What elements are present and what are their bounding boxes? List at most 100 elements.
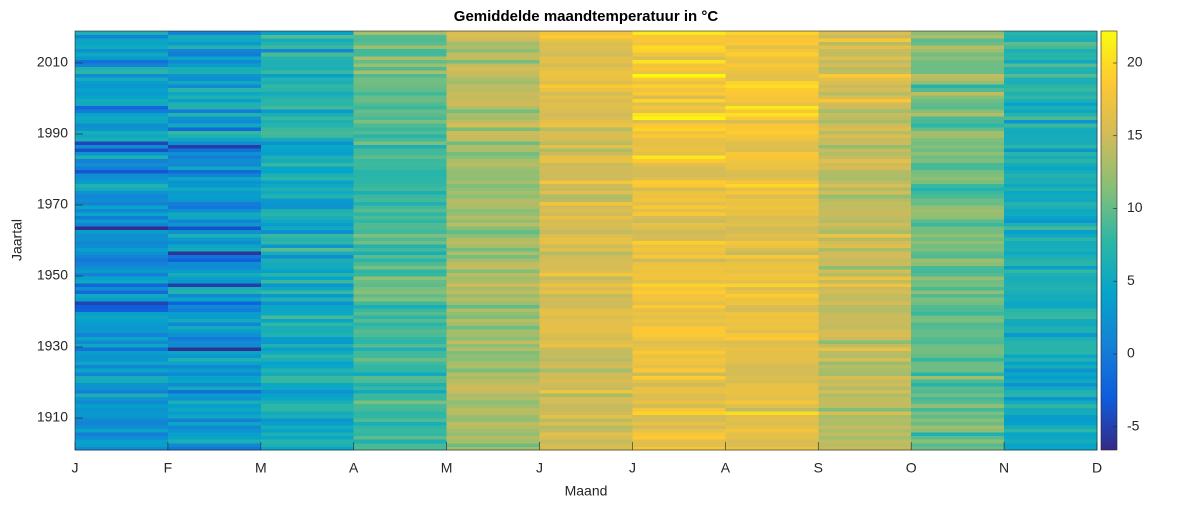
- heatmap-cell: [1004, 109, 1098, 114]
- heatmap-cell: [1004, 98, 1098, 103]
- heatmap-cell: [260, 116, 355, 121]
- heatmap-cell: [353, 229, 448, 234]
- heatmap-cell: [818, 276, 912, 280]
- heatmap-cell: [167, 52, 262, 57]
- heatmap-cell: [167, 162, 262, 167]
- heatmap-cell: [1004, 350, 1098, 355]
- heatmap-cell: [911, 290, 1005, 295]
- heatmap-cell: [1004, 48, 1098, 53]
- heatmap-cell: [632, 52, 726, 57]
- heatmap-cell: [353, 148, 448, 153]
- heatmap-cell: [818, 318, 912, 323]
- heatmap-cell: [260, 400, 355, 405]
- heatmap-cell: [539, 325, 633, 330]
- heatmap-cell: [1004, 41, 1098, 46]
- heatmap-cell: [632, 162, 726, 167]
- heatmap-cell: [1004, 180, 1098, 185]
- heatmap-cell: [539, 368, 633, 373]
- heatmap-cell: [818, 130, 912, 135]
- heatmap-cell: [632, 133, 726, 138]
- heatmap-cell: [446, 137, 540, 142]
- heatmap-cell: [539, 414, 633, 419]
- heatmap-cell: [539, 222, 633, 227]
- heatmap-cell: [75, 265, 169, 270]
- heatmap-cell: [75, 283, 169, 288]
- heatmap-cell: [632, 70, 726, 75]
- heatmap-cell: [911, 261, 1005, 266]
- heatmap-cell: [446, 208, 540, 213]
- heatmap-cell: [632, 38, 726, 43]
- heatmap-cell: [260, 332, 355, 337]
- heatmap-cell: [75, 293, 169, 298]
- heatmap-cell: [632, 375, 726, 380]
- heatmap-cell: [1004, 304, 1098, 309]
- heatmap-cell: [818, 55, 912, 60]
- heatmap-cell: [446, 176, 540, 181]
- heatmap-cell: [911, 343, 1005, 348]
- heatmap-cell: [260, 322, 355, 327]
- heatmap-cell: [911, 233, 1005, 238]
- heatmap-cell: [632, 293, 726, 298]
- heatmap-cell: [632, 187, 726, 192]
- heatmap-cell: [911, 368, 1005, 373]
- heatmap-cell: [539, 290, 633, 295]
- heatmap-cell: [818, 105, 912, 110]
- heatmap-cell: [632, 116, 726, 121]
- heatmap-cell: [632, 283, 726, 288]
- heatmap-cell: [818, 268, 912, 273]
- heatmap-cell: [725, 350, 819, 355]
- heatmap-cell: [260, 261, 355, 266]
- heatmap-cell: [167, 400, 262, 405]
- heatmap-cell: [539, 84, 633, 89]
- heatmap-cell: [818, 73, 912, 78]
- heatmap-cell: [725, 439, 819, 444]
- heatmap-cell: [446, 62, 540, 67]
- heatmap-cell: [632, 386, 726, 391]
- heatmap-cell: [539, 446, 633, 451]
- heatmap-cell: [353, 318, 448, 323]
- heatmap-cell: [632, 428, 726, 433]
- heatmap-cell: [911, 77, 1005, 82]
- heatmap-cell: [911, 215, 1005, 220]
- heatmap-cell: [818, 261, 912, 266]
- heatmap-cell: [1004, 318, 1098, 323]
- heatmap-cell: [539, 254, 633, 259]
- heatmap-cell: [75, 272, 169, 277]
- heatmap-cell: [725, 148, 819, 153]
- heatmap-cell: [911, 311, 1005, 316]
- heatmap-cell: [911, 219, 1005, 224]
- heatmap-cell: [725, 410, 819, 415]
- heatmap-cell: [632, 77, 726, 82]
- heatmap-cell: [1004, 173, 1098, 177]
- heatmap-cell: [167, 87, 262, 92]
- heatmap-cell: [75, 251, 169, 256]
- heatmap-cell: [818, 258, 912, 263]
- heatmap-cell: [539, 293, 633, 298]
- heatmap-cell: [725, 151, 819, 156]
- heatmap-cell: [725, 297, 819, 302]
- heatmap-cell: [818, 364, 912, 369]
- heatmap-cell: [260, 173, 355, 177]
- heatmap-cell: [1004, 421, 1098, 426]
- heatmap-cell: [632, 126, 726, 131]
- heatmap-cell: [353, 38, 448, 43]
- heatmap-cell: [353, 208, 448, 213]
- heatmap-cell: [725, 418, 819, 422]
- heatmap-cell: [167, 421, 262, 426]
- heatmap-cell: [911, 336, 1005, 341]
- heatmap-cell: [167, 368, 262, 373]
- y-tick-label: 1930: [37, 338, 68, 354]
- heatmap-cell: [1004, 300, 1098, 305]
- heatmap-cell: [725, 329, 819, 334]
- heatmap-cell: [911, 112, 1005, 117]
- heatmap-cell: [725, 34, 819, 39]
- heatmap-cell: [446, 70, 540, 75]
- heatmap-cell: [1004, 361, 1098, 366]
- heatmap-cell: [260, 300, 355, 305]
- heatmap-cell: [539, 311, 633, 316]
- heatmap-cell: [632, 144, 726, 149]
- heatmap-cell: [75, 94, 169, 99]
- heatmap-cell: [632, 297, 726, 302]
- heatmap-cell: [818, 307, 912, 312]
- heatmap-cell: [539, 141, 633, 146]
